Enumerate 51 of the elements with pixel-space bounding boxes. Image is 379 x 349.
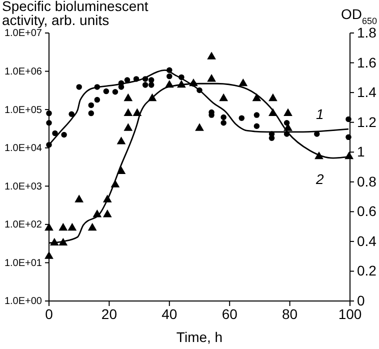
point (52, 130, 58, 136)
y2-tick-label: 1.8 (357, 24, 377, 40)
x-tick-label: 20 (101, 306, 118, 322)
point (46, 120, 52, 126)
point (220, 120, 226, 126)
point (103, 88, 110, 94)
y-axis-title: Specific bioluminescent activity, arb. units (2, 0, 148, 28)
point (166, 73, 172, 80)
series-label: 2 (315, 171, 324, 188)
point (346, 116, 352, 122)
point (112, 88, 118, 95)
y2-tick-label: 0.6 (357, 203, 377, 220)
y-tick-label: 1.0E+07 (4, 28, 42, 40)
x-tick-label: 0 (45, 306, 54, 322)
x-tick-label: 60 (222, 306, 238, 322)
y-tick-label: 1.0E+03 (4, 181, 42, 192)
point (148, 77, 154, 83)
point (238, 115, 245, 121)
y2-tick-label: 0 (357, 292, 365, 308)
y2-tick-label: 1.4 (357, 84, 377, 100)
series-label: 1 (316, 106, 324, 122)
point (254, 123, 260, 129)
point (88, 110, 94, 116)
point (220, 114, 226, 120)
x-axis-title: Time, h (176, 329, 223, 345)
y-tick-label: 1.0E+04 (4, 143, 42, 154)
point (46, 110, 52, 116)
y-tick-label: 1.0E+01 (4, 258, 42, 269)
point (142, 82, 148, 88)
x-tick-label: 80 (282, 306, 298, 322)
y-tick-label: 1.0E+06 (4, 66, 42, 78)
y2-tick-label: 1 (357, 144, 365, 160)
point (346, 134, 352, 140)
point (88, 102, 94, 108)
x-tick-label: 40 (162, 306, 178, 322)
point (76, 84, 82, 90)
y2-tick-label: 0.4 (357, 232, 377, 249)
x-tick-label: 100 (338, 306, 362, 322)
y2-tick-label: 1.2 (357, 114, 377, 130)
point (68, 111, 74, 118)
y2-tick-label: 0.8 (357, 173, 377, 190)
point (148, 82, 154, 88)
point (94, 96, 100, 103)
y-tick-label: 1.0E+05 (4, 104, 42, 116)
y2-axis-title: OD$_{650}$ (340, 6, 377, 26)
y2-tick-label: 1.6 (357, 54, 377, 70)
y-tick-label: 1.0E+02 (4, 220, 42, 231)
point (61, 132, 67, 138)
point (254, 112, 260, 118)
y-tick-label: 1.0E+00 (4, 296, 42, 308)
y2-tick-label: 0.2 (357, 262, 377, 279)
